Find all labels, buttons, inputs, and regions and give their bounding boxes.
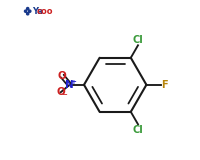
Circle shape [24, 10, 27, 12]
Text: +: + [70, 79, 76, 85]
Text: Cl: Cl [133, 125, 143, 135]
Text: −: − [61, 92, 67, 98]
Text: coo: coo [37, 7, 54, 16]
Text: Cl: Cl [133, 35, 143, 44]
Circle shape [27, 8, 29, 10]
Circle shape [27, 13, 29, 15]
Circle shape [29, 10, 31, 12]
Text: F: F [162, 80, 168, 90]
Text: O: O [58, 71, 67, 81]
Text: N: N [65, 80, 74, 90]
Text: Ya: Ya [32, 7, 43, 16]
Text: O: O [56, 87, 65, 97]
